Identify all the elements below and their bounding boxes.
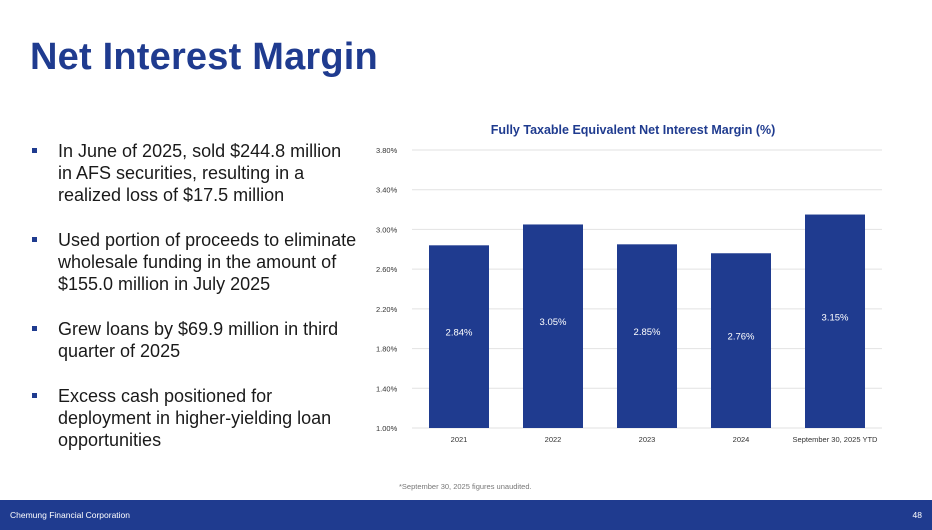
bullet-item: Excess cash positioned for deployment in… xyxy=(30,385,360,451)
footer-bar: Chemung Financial Corporation 48 xyxy=(0,500,932,530)
data-label: 2.84% xyxy=(446,328,473,339)
y-tick-label: 2.60% xyxy=(376,265,398,274)
y-tick-label: 1.00% xyxy=(376,424,398,433)
bullet-marker-icon xyxy=(32,326,37,331)
x-tick-label: 2021 xyxy=(451,435,468,444)
nim-bar-chart: Fully Taxable Equivalent Net Interest Ma… xyxy=(376,123,882,444)
x-tick-label: 2023 xyxy=(639,435,656,444)
bullet-text: In June of 2025, sold $244.8 million in … xyxy=(58,141,342,205)
bullet-text: Excess cash positioned for deployment in… xyxy=(58,386,332,450)
data-label: 2.85% xyxy=(634,327,661,338)
y-tick-label: 3.00% xyxy=(376,225,398,234)
chart-title: Fully Taxable Equivalent Net Interest Ma… xyxy=(491,123,776,137)
x-tick-label: 2024 xyxy=(733,435,750,444)
bar xyxy=(711,253,771,428)
data-label: 2.76% xyxy=(728,332,755,343)
bullet-marker-icon xyxy=(32,237,37,242)
page-title: Net Interest Margin xyxy=(30,36,378,78)
bullet-list: In June of 2025, sold $244.8 million in … xyxy=(30,140,360,474)
bullet-item: Grew loans by $69.9 million in third qua… xyxy=(30,318,360,362)
bullet-text: Grew loans by $69.9 million in third qua… xyxy=(58,319,339,361)
bar xyxy=(617,244,677,428)
y-tick-label: 1.80% xyxy=(376,345,398,354)
bullet-item: Used portion of proceeds to eliminate wh… xyxy=(30,229,360,295)
bar xyxy=(523,224,583,428)
y-tick-label: 2.20% xyxy=(376,305,398,314)
bullet-marker-icon xyxy=(32,148,37,153)
bullet-text: Used portion of proceeds to eliminate wh… xyxy=(58,230,357,294)
footer-company: Chemung Financial Corporation xyxy=(10,510,131,520)
footnote: *September 30, 2025 figures unaudited. xyxy=(399,482,532,491)
bar xyxy=(805,214,865,428)
data-label: 3.05% xyxy=(540,317,567,328)
y-tick-label: 3.40% xyxy=(376,186,398,195)
bar xyxy=(429,245,489,428)
page-number: 48 xyxy=(912,510,922,520)
bullet-item: In June of 2025, sold $244.8 million in … xyxy=(30,140,360,206)
x-tick-label: September 30, 2025 YTD xyxy=(793,435,878,444)
data-label: 3.15% xyxy=(822,312,849,323)
bullet-marker-icon xyxy=(32,393,37,398)
y-tick-label: 3.80% xyxy=(376,146,398,155)
y-tick-label: 1.40% xyxy=(376,384,398,393)
x-tick-label: 2022 xyxy=(545,435,562,444)
